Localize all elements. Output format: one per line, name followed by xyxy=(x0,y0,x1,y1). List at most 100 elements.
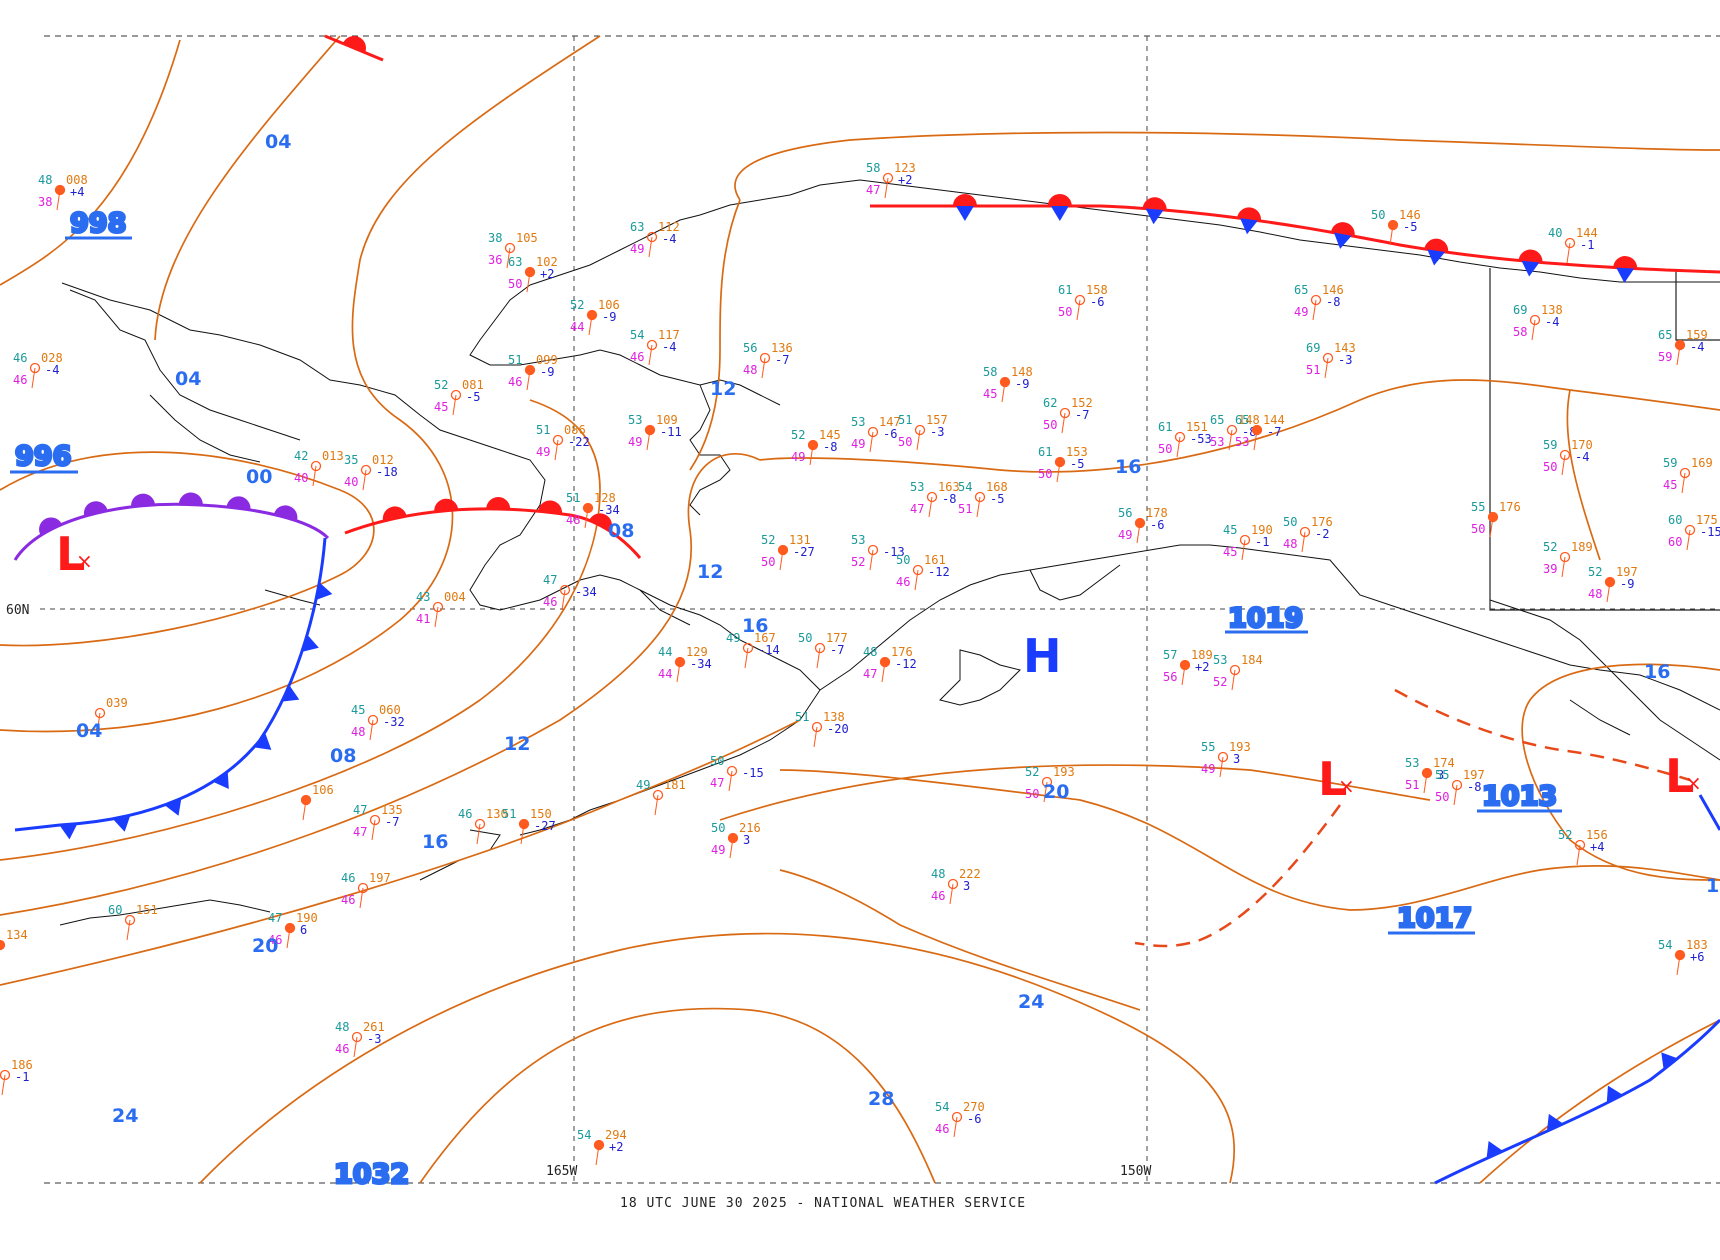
station-temperature: 46 xyxy=(341,871,355,885)
station-pressure: 086 xyxy=(564,423,586,437)
station-tendency: -5 xyxy=(466,390,480,404)
station-dewpoint: 49 xyxy=(536,445,550,459)
station-plot: 56 136 48 -7 xyxy=(743,341,793,379)
station-tendency: -7 xyxy=(775,353,789,367)
cold-front-triangle xyxy=(1240,218,1258,235)
station-temperature: 65 xyxy=(1658,328,1672,342)
cold-front-triangle xyxy=(112,815,131,832)
station-pressure: 152 xyxy=(1071,396,1093,410)
station-tendency: -27 xyxy=(534,819,556,833)
station-tendency: -1 xyxy=(1255,535,1269,549)
cold-front-triangle xyxy=(59,823,78,840)
wind-barb xyxy=(1043,781,1048,803)
station-plot: 52 156+4 xyxy=(1558,828,1608,866)
wind-barb xyxy=(1676,344,1681,366)
station-circle xyxy=(474,818,486,830)
station-temperature: 53 xyxy=(851,533,865,547)
station-dewpoint: 36 xyxy=(488,253,502,267)
station-circle xyxy=(1239,534,1251,546)
wind-barb xyxy=(1253,429,1258,451)
warm-front-semicircle xyxy=(226,496,251,510)
warm-front-semicircle xyxy=(1424,238,1449,253)
station-tendency: -4 xyxy=(1575,450,1589,464)
warm-front-semicircle xyxy=(131,493,156,507)
station-temperature: 43 xyxy=(416,590,430,604)
station-dewpoint: 44 xyxy=(570,320,584,334)
station-pressure: 216 xyxy=(739,821,761,835)
station-pressure: 189 xyxy=(1571,540,1593,554)
station-temperature: 45 xyxy=(1223,523,1237,537)
station-circle xyxy=(367,714,379,726)
station-dewpoint: 49 xyxy=(791,450,805,464)
station-temperature: 60 xyxy=(1668,513,1682,527)
station-temperature: 48 xyxy=(38,173,52,187)
svg-text:16: 16 xyxy=(742,615,768,637)
station-plot: 58 123 47 +2 xyxy=(866,161,916,199)
station-temperature: 61 xyxy=(1038,445,1052,459)
station-temperature: 55 xyxy=(1435,768,1449,782)
warm-front-semicircle xyxy=(538,500,562,514)
station-temperature: 57 xyxy=(1163,648,1177,662)
station-circle xyxy=(1310,294,1322,306)
station-circle xyxy=(360,464,372,476)
station-tendency: -7 xyxy=(830,643,844,657)
wind-barb xyxy=(916,429,921,451)
station-pressure: 028 xyxy=(41,351,63,365)
station-tendency: -34 xyxy=(690,657,712,671)
station-pressure: 167 xyxy=(754,631,776,645)
wind-barb xyxy=(434,606,439,628)
station-temperature: 52 xyxy=(761,533,775,547)
station-dewpoint: 48 xyxy=(566,513,580,527)
station-pressure: 178 xyxy=(1146,506,1168,520)
station-plot: 38 105 36 xyxy=(488,231,538,269)
wind-barb xyxy=(976,496,981,518)
station-temperature: 54 xyxy=(630,328,644,342)
svg-text:16: 16 xyxy=(422,831,448,853)
station-temperature: 53 xyxy=(628,413,642,427)
station-pressure: 183 xyxy=(1686,938,1708,952)
station-dewpoint: 50 xyxy=(761,555,775,569)
warm-front-semicircle xyxy=(178,492,203,506)
station-plot: 69 138 58 -4 xyxy=(1513,303,1563,341)
station-temperature: 52 xyxy=(1588,565,1602,579)
station-temperature: 51 xyxy=(566,491,580,505)
station-dewpoint: 46 xyxy=(508,375,522,389)
station-tendency: -8 xyxy=(1467,780,1481,794)
station-tendency: -8 xyxy=(823,440,837,454)
lon-label-150w: 150W xyxy=(1120,1164,1151,1179)
station-plot: 60 151 xyxy=(108,903,158,941)
wind-barb xyxy=(588,314,593,336)
station-temperature: 58 xyxy=(983,365,997,379)
wind-barb xyxy=(1,1074,6,1096)
station-dewpoint: 60 xyxy=(1668,535,1682,549)
station-temperature: 52 xyxy=(1025,765,1039,779)
coastline xyxy=(59,179,1720,926)
station-circle xyxy=(914,424,926,436)
station-pressure: 193 xyxy=(1229,740,1251,754)
warm-front-semicircle xyxy=(342,36,366,53)
pressure-1013: 1013 xyxy=(1482,781,1557,812)
station-dewpoint: 46 xyxy=(543,595,557,609)
station-dewpoint: 47 xyxy=(863,667,877,681)
svg-text:×: × xyxy=(1338,774,1355,798)
station-circle xyxy=(559,584,571,596)
station-circle xyxy=(1174,431,1186,443)
station-tendency: -1 xyxy=(15,1070,29,1084)
station-dewpoint: 51 xyxy=(958,502,972,516)
station-circle xyxy=(1229,664,1241,676)
station-pressure: 099 xyxy=(536,353,558,367)
station-dewpoint: 46 xyxy=(630,350,644,364)
pressure-1017: 1017 xyxy=(1397,903,1472,934)
station-pressure: 105 xyxy=(516,231,538,245)
station-plot: 47 135 47 -7 xyxy=(353,803,403,841)
wind-barb xyxy=(359,887,364,909)
station-temperature: 51 xyxy=(898,413,912,427)
station-temperature: 50 xyxy=(1371,208,1385,222)
station-plot: 65 144 53 -7 xyxy=(1235,413,1285,451)
cold-front-triangle xyxy=(315,582,333,600)
station-plot: 54 168 51 -5 xyxy=(958,480,1008,518)
station-pressure: 193 xyxy=(1053,765,1075,779)
station-pressure: 159 xyxy=(1686,328,1708,342)
warm-front-semicircle xyxy=(1330,222,1355,237)
station-temperature: 62 xyxy=(1043,396,1057,410)
